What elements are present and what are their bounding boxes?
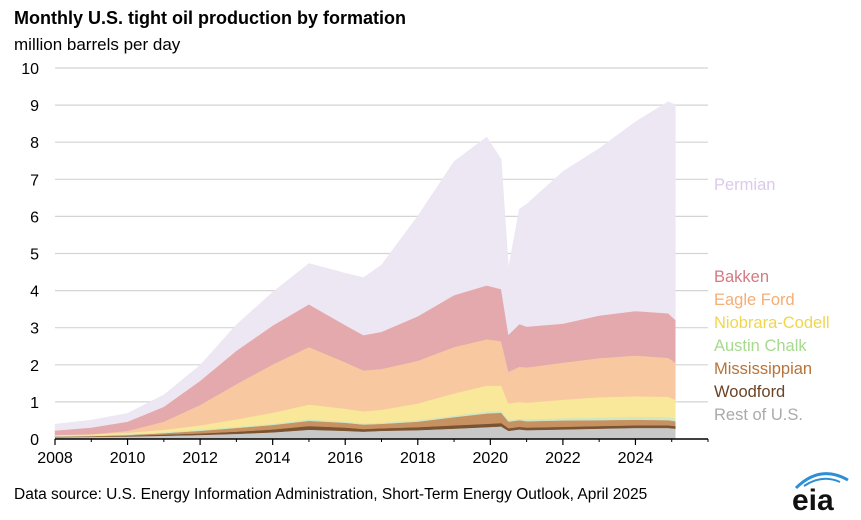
x-tick-label: 2020 [473, 450, 509, 467]
x-tick-label: 2010 [110, 450, 146, 467]
legend-label-niobrara-codell: Niobrara-Codell [714, 314, 830, 332]
eia-logo-text: eia [792, 484, 834, 516]
x-tick-label: 2016 [327, 450, 363, 467]
y-axis-unit-label: million barrels per day [14, 35, 181, 54]
y-tick-label: 0 [30, 432, 39, 449]
y-tick-label: 2 [30, 358, 39, 375]
x-tick-label: 2018 [400, 450, 436, 467]
y-tick-label: 6 [30, 209, 39, 226]
y-tick-label: 3 [30, 321, 39, 338]
stacked-area-chart: 0 1 2 3 4 5 6 7 8 9 10 2008 2010 2012 2014 2016 2018 2020… [21, 61, 830, 467]
legend-label-austin-chalk: Austin Chalk [714, 337, 807, 355]
legend-label-rest-of-u-s-: Rest of U.S. [714, 406, 803, 424]
x-tick-label: 2008 [37, 450, 73, 467]
y-tick-label: 5 [30, 247, 39, 264]
legend-label-permian: Permian [714, 176, 775, 194]
y-tick-label: 10 [21, 61, 39, 78]
y-tick-label: 9 [30, 98, 39, 115]
x-tick-label: 2024 [618, 450, 654, 467]
eia-logo: eia [792, 472, 849, 516]
x-tick-label: 2014 [255, 450, 291, 467]
y-tick-label: 8 [30, 135, 39, 152]
legend-label-woodford: Woodford [714, 383, 785, 401]
data-source-note: Data source: U.S. Energy Information Adm… [14, 486, 648, 503]
axes: 0 1 2 3 4 5 6 7 8 9 10 2008 2010 2012 2014 2016 2018 2020… [21, 61, 709, 467]
x-tick-label: 2022 [545, 450, 581, 467]
legend-label-eagle-ford: Eagle Ford [714, 291, 795, 309]
area-series [54, 101, 676, 440]
legend: Permian Bakken Eagle Ford Niobrara-Codell Au… [714, 176, 830, 424]
x-tick-label: 2012 [182, 450, 218, 467]
y-tick-label: 4 [30, 284, 39, 301]
y-tick-label: 7 [30, 172, 39, 189]
legend-label-mississippian: Mississippian [714, 360, 812, 378]
y-tick-label: 1 [30, 395, 39, 412]
area-permian [54, 101, 676, 431]
legend-label-bakken: Bakken [714, 268, 769, 286]
chart-title: Monthly U.S. tight oil production by for… [14, 8, 406, 28]
